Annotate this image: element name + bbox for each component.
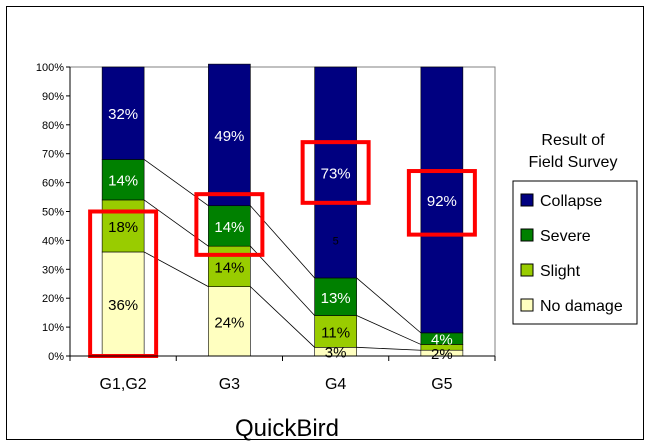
connector-line (250, 286, 315, 348)
connector-line (356, 346, 421, 351)
connector-line (356, 315, 422, 345)
legend-swatch (520, 263, 534, 277)
data-label: 11% (321, 324, 350, 341)
legend-label: Slight (540, 263, 581, 280)
data-label: 4% (431, 332, 453, 349)
y-axis: 0% 10% 20% 30% 40% 50% 60% 70% 80% 90% 100% (36, 62, 71, 363)
y-tick-label: 10% (42, 322, 64, 334)
y-tick-label: 60% (42, 178, 64, 190)
x-axis-title: QuickBird (235, 415, 339, 442)
legend-title-line1: Result of (541, 132, 605, 149)
data-label: 36% (108, 297, 138, 314)
bar-segment-collapse (420, 66, 464, 334)
legend-label: Severe (540, 228, 591, 245)
bar-segment-collapse (314, 66, 357, 279)
data-labels: 36% 24% 3% 2% 18% 14% 11% 14% 14% 13% 4% 32% 49% 73% 9… (108, 106, 457, 363)
x-tick-label: G1,G2 (100, 376, 147, 393)
y-tick-label: 20% (42, 293, 64, 305)
y-tick-label: 30% (42, 264, 64, 276)
bar-segment-collapse (208, 63, 251, 207)
data-label: 2% (431, 346, 453, 363)
legend-box (512, 180, 638, 325)
highlight-box (406, 169, 477, 237)
data-label: 73% (321, 165, 351, 182)
data-label: 13% (321, 290, 351, 307)
y-tick-label: 90% (42, 91, 64, 103)
legend-swatch (520, 193, 534, 207)
bars (101, 63, 464, 357)
data-label: 14% (214, 219, 244, 236)
x-axis: G1,G2 G3 G4 G5 (69, 355, 496, 393)
legend-swatch (520, 228, 534, 242)
x-tick-label: G4 (325, 376, 346, 393)
legend: Result of Field Survey Collapse Severe Sli… (512, 132, 638, 325)
bar-segment-collapse (101, 66, 145, 160)
data-label: 3% (325, 345, 347, 362)
data-label: 14% (214, 259, 244, 276)
y-tick-label: 80% (42, 120, 64, 132)
y-tick-label: 40% (42, 235, 64, 247)
data-label: 18% (108, 219, 138, 236)
bar-segment-severe (314, 277, 357, 316)
bar-segment-severe (101, 159, 145, 201)
stray-label: 5 (333, 235, 339, 247)
legend-label: Collapse (540, 193, 602, 210)
data-label: 49% (214, 128, 244, 145)
y-tick-label: 100% (36, 62, 64, 74)
bar-segment-severe (208, 205, 251, 247)
highlight-box (194, 192, 265, 257)
x-tick-label: G3 (219, 376, 240, 393)
data-label: 92% (427, 193, 457, 210)
legend-title-line2: Field Survey (529, 154, 618, 171)
y-tick-label: 0% (48, 351, 64, 363)
highlight-box (300, 140, 371, 205)
legend-label: No damage (540, 298, 623, 315)
y-tick-label: 50% (42, 207, 64, 219)
connector-line (356, 277, 422, 334)
data-label: 14% (108, 173, 138, 190)
highlight-boxes (88, 140, 477, 358)
legend-swatch (520, 298, 534, 312)
data-label: 24% (214, 314, 244, 331)
data-label: 32% (108, 106, 138, 123)
y-tick-label: 70% (42, 149, 64, 161)
x-tick-label: G5 (431, 376, 452, 393)
bar-segment-slight (314, 315, 357, 348)
connector-line (250, 245, 315, 316)
